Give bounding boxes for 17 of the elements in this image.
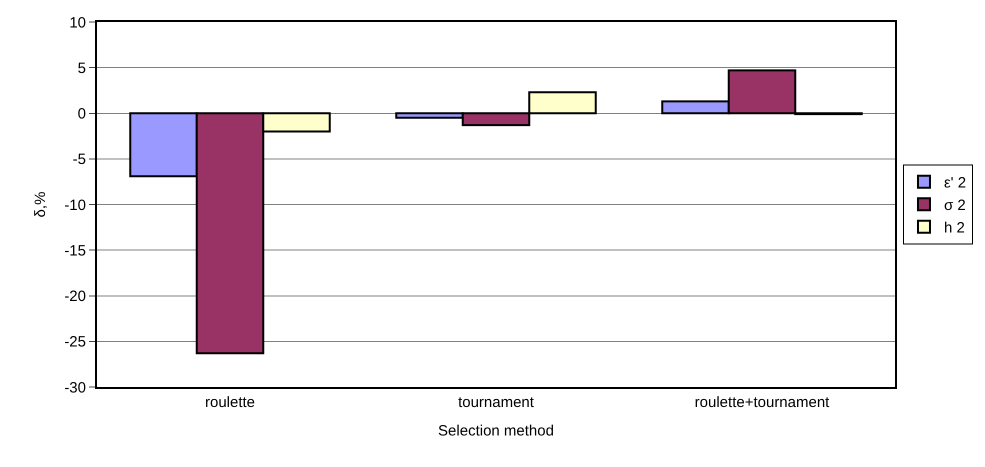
y-tick-label: 10 xyxy=(69,14,86,32)
legend-label: h 2 xyxy=(944,220,965,237)
x-tick-label: roulette+tournament xyxy=(694,394,830,411)
x-axis-title: Selection method xyxy=(438,422,554,440)
y-tick-label: -5 xyxy=(72,151,86,168)
x-tick-label: roulette xyxy=(204,394,256,411)
y-tick-label: -20 xyxy=(64,288,86,305)
legend-label: ε' 2 xyxy=(944,174,966,192)
y-tick-label: -10 xyxy=(64,196,86,214)
legend-label: σ 2 xyxy=(944,197,966,214)
x-tick-label: tournament xyxy=(458,394,535,411)
y-tick-label: -15 xyxy=(64,242,86,260)
y-axis-title: δ,% xyxy=(32,192,50,218)
y-tick-label: -30 xyxy=(64,379,86,396)
y-tick-label: 0 xyxy=(78,106,86,122)
y-tick-label: 5 xyxy=(78,60,86,77)
y-tick-label: -25 xyxy=(64,334,86,351)
